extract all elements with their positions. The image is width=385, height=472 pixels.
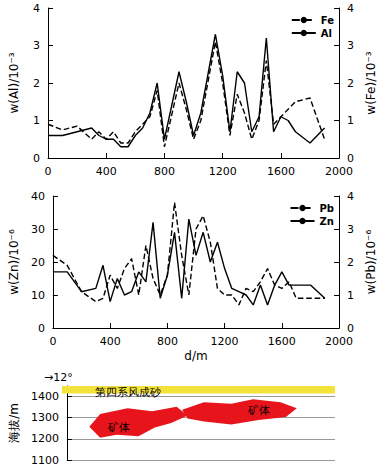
svg-text:4: 4 — [347, 190, 354, 203]
svg-text:→12°: →12° — [44, 371, 73, 384]
svg-text:Al: Al — [321, 28, 332, 39]
svg-text:d/m: d/m — [184, 349, 207, 363]
svg-text:w(Zn)/10⁻⁶: w(Zn)/10⁻⁶ — [7, 229, 21, 295]
svg-text:1: 1 — [347, 289, 354, 302]
svg-text:4: 4 — [347, 2, 354, 15]
svg-text:10: 10 — [31, 289, 45, 302]
svg-text:30: 30 — [31, 223, 45, 236]
svg-text:1: 1 — [347, 114, 354, 127]
svg-text:Zn: Zn — [320, 216, 334, 227]
svg-text:3: 3 — [347, 223, 354, 236]
svg-text:第四系风成砂: 第四系风成砂 — [95, 386, 161, 399]
svg-text:20: 20 — [31, 256, 45, 269]
svg-text:400: 400 — [96, 165, 117, 178]
svg-text:1200: 1200 — [209, 165, 237, 178]
svg-text:Pb: Pb — [320, 203, 335, 214]
svg-text:2: 2 — [347, 77, 354, 90]
svg-text:2000: 2000 — [325, 165, 353, 178]
svg-text:1600: 1600 — [267, 165, 295, 178]
svg-text:40: 40 — [31, 190, 45, 203]
svg-text:0: 0 — [347, 322, 354, 335]
svg-text:2000: 2000 — [325, 335, 353, 348]
svg-text:4: 4 — [33, 2, 40, 15]
svg-text:矿体: 矿体 — [107, 421, 130, 434]
svg-text:Fe: Fe — [321, 15, 334, 26]
svg-text:3: 3 — [347, 39, 354, 52]
svg-text:800: 800 — [154, 165, 175, 178]
svg-text:0: 0 — [45, 165, 52, 178]
svg-text:3: 3 — [33, 39, 40, 52]
svg-text:400: 400 — [100, 335, 121, 348]
svg-text:0: 0 — [38, 322, 45, 335]
svg-text:2: 2 — [347, 256, 354, 269]
svg-text:1100: 1100 — [31, 454, 59, 467]
svg-text:0: 0 — [49, 335, 56, 348]
svg-text:1300: 1300 — [31, 411, 59, 424]
svg-text:800: 800 — [157, 335, 178, 348]
svg-text:1600: 1600 — [268, 335, 296, 348]
svg-text:矿体: 矿体 — [247, 404, 270, 417]
svg-text:海拔/m: 海拔/m — [7, 403, 21, 443]
svg-text:0: 0 — [33, 152, 40, 165]
svg-text:w(Fe)/10⁻³: w(Fe)/10⁻³ — [364, 51, 378, 114]
svg-text:1400: 1400 — [31, 390, 59, 403]
svg-text:1: 1 — [33, 114, 40, 127]
svg-text:2: 2 — [33, 77, 40, 90]
svg-text:1200: 1200 — [31, 432, 59, 445]
svg-text:w(Al)/10⁻³: w(Al)/10⁻³ — [7, 52, 21, 113]
svg-text:1200: 1200 — [211, 335, 239, 348]
svg-text:0: 0 — [347, 152, 354, 165]
svg-text:w(Pb)/10⁻⁶: w(Pb)/10⁻⁶ — [364, 230, 378, 295]
